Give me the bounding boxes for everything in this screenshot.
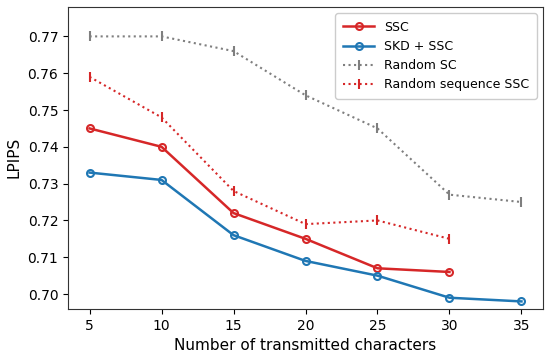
Random sequence SSC — [230, 189, 237, 193]
Line: Random sequence SSC: Random sequence SSC — [85, 72, 454, 244]
SKD + SSC — [374, 274, 381, 278]
Random SC — [446, 193, 453, 197]
X-axis label: Number of transmitted characters: Number of transmitted characters — [174, 338, 437, 353]
Line: Random SC: Random SC — [85, 32, 526, 207]
SKD + SSC — [302, 259, 309, 263]
Random SC — [158, 34, 165, 39]
Random SC — [86, 34, 93, 39]
Random SC — [374, 126, 381, 131]
SKD + SSC — [518, 299, 525, 303]
SKD + SSC — [446, 296, 453, 300]
SSC — [158, 145, 165, 149]
Random sequence SSC — [446, 237, 453, 241]
Random SC — [302, 93, 309, 98]
Random sequence SSC — [374, 218, 381, 222]
Random SC — [230, 49, 237, 53]
Line: SKD + SSC: SKD + SSC — [86, 169, 525, 305]
SSC — [446, 270, 453, 274]
Random sequence SSC — [302, 222, 309, 226]
SSC — [86, 126, 93, 131]
Random SC — [518, 200, 525, 204]
Random sequence SSC — [86, 75, 93, 79]
SKD + SSC — [230, 233, 237, 237]
Line: SSC: SSC — [86, 125, 453, 275]
SKD + SSC — [158, 178, 165, 182]
SKD + SSC — [86, 170, 93, 175]
Legend: SSC, SKD + SSC, Random SC, Random sequence SSC: SSC, SKD + SSC, Random SC, Random sequen… — [336, 13, 537, 99]
SSC — [374, 266, 381, 270]
Random sequence SSC — [158, 115, 165, 120]
Y-axis label: LPIPS: LPIPS — [7, 137, 22, 179]
SSC — [230, 211, 237, 215]
SSC — [302, 237, 309, 241]
